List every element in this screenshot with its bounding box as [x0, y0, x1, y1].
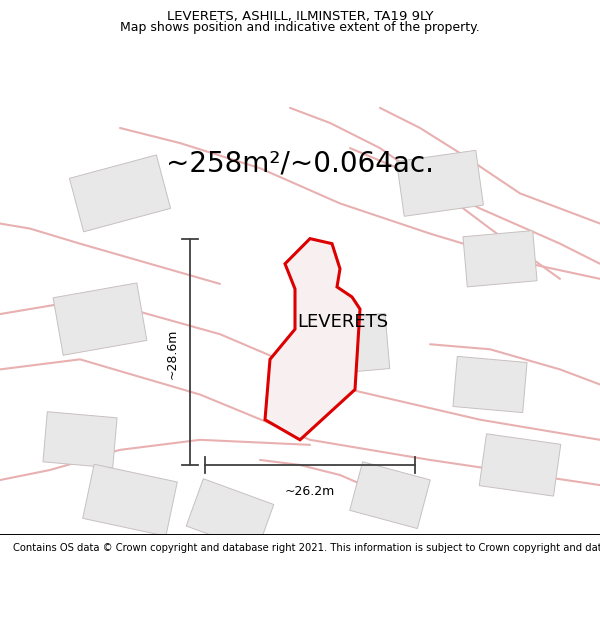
Polygon shape: [70, 155, 170, 232]
Text: Map shows position and indicative extent of the property.: Map shows position and indicative extent…: [120, 21, 480, 34]
Polygon shape: [265, 239, 360, 440]
Polygon shape: [83, 464, 177, 536]
Polygon shape: [53, 283, 147, 355]
Polygon shape: [310, 313, 390, 375]
Text: LEVERETS, ASHILL, ILMINSTER, TA19 9LY: LEVERETS, ASHILL, ILMINSTER, TA19 9LY: [167, 11, 433, 24]
Polygon shape: [186, 479, 274, 552]
Polygon shape: [463, 231, 537, 287]
Text: ~26.2m: ~26.2m: [285, 485, 335, 498]
Text: ~258m²/~0.064ac.: ~258m²/~0.064ac.: [166, 149, 434, 177]
Polygon shape: [453, 356, 527, 412]
Polygon shape: [479, 434, 561, 496]
Text: LEVERETS: LEVERETS: [297, 313, 388, 331]
Text: Contains OS data © Crown copyright and database right 2021. This information is : Contains OS data © Crown copyright and d…: [13, 543, 600, 554]
Text: ~28.6m: ~28.6m: [166, 329, 179, 379]
Polygon shape: [397, 150, 484, 216]
Polygon shape: [43, 412, 117, 468]
Polygon shape: [350, 462, 430, 529]
